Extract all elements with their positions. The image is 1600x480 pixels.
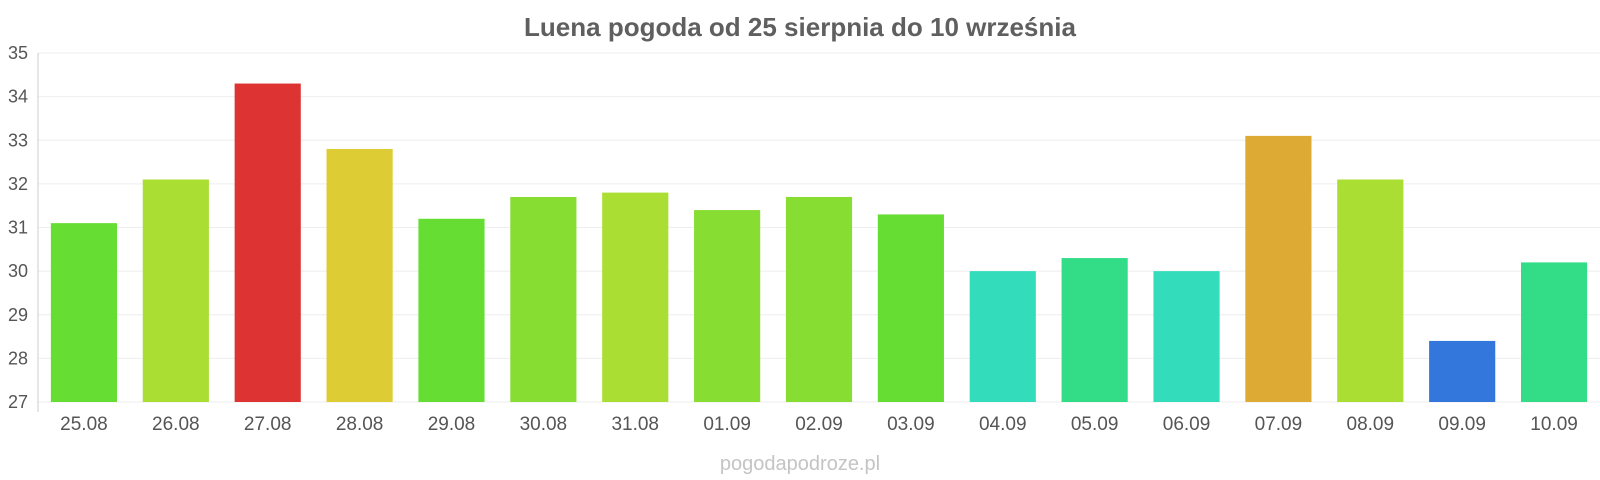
bar-29.08[interactable] — [418, 218, 485, 402]
x-tick-label: 29.08 — [428, 414, 476, 435]
bar-30.08[interactable] — [510, 196, 577, 402]
bar-10.09[interactable] — [1520, 262, 1588, 402]
y-tick-label: 27 — [8, 392, 28, 412]
x-tick-label: 25.08 — [60, 414, 108, 435]
y-tick-label: 32 — [8, 174, 28, 194]
y-tick-label: 33 — [8, 130, 28, 150]
bar-27.08[interactable] — [234, 83, 301, 402]
x-tick-label: 05.09 — [1071, 414, 1119, 435]
y-tick-label: 31 — [8, 218, 28, 238]
y-tick-label: 28 — [8, 348, 28, 368]
x-tick-label: 28.08 — [336, 414, 384, 435]
x-tick-label: 30.08 — [520, 414, 568, 435]
x-tick-label: 27.08 — [244, 414, 292, 435]
x-tick-label: 02.09 — [795, 414, 843, 435]
bar-07.09[interactable] — [1245, 135, 1312, 402]
x-tick-label: 03.09 — [887, 414, 935, 435]
bar-06.09[interactable] — [1153, 271, 1220, 402]
x-tick-label: 07.09 — [1255, 414, 1303, 435]
bar-09.09[interactable] — [1429, 340, 1496, 402]
y-axis-ticks: 27 28 29 30 31 32 33 34 35 — [8, 43, 28, 412]
x-tick-label: 04.09 — [979, 414, 1027, 435]
bar-02.09[interactable] — [785, 196, 853, 402]
bar-26.08[interactable] — [142, 179, 209, 402]
x-tick-label: 26.08 — [152, 414, 200, 435]
y-tick-label: 35 — [8, 43, 28, 63]
y-tick-label: 34 — [8, 87, 28, 107]
chart-title: Luena pogoda od 25 sierpnia do 10 wrześn… — [524, 12, 1076, 42]
x-tick-label: 08.09 — [1347, 414, 1395, 435]
bar-28.08[interactable] — [326, 148, 393, 402]
y-tick-label: 29 — [8, 305, 28, 325]
x-tick-label: 31.08 — [611, 414, 659, 435]
bar-25.08[interactable] — [50, 223, 118, 402]
watermark: pogodapodroze.pl — [720, 453, 880, 475]
bar-03.09[interactable] — [877, 214, 944, 402]
bars — [50, 83, 1588, 402]
x-tick-label: 10.09 — [1530, 414, 1578, 435]
x-tick-label: 09.09 — [1438, 414, 1486, 435]
y-tick-label: 30 — [8, 261, 28, 281]
bar-04.09[interactable] — [969, 271, 1036, 402]
bar-31.08[interactable] — [602, 192, 669, 402]
x-tick-label: 06.09 — [1163, 414, 1211, 435]
x-axis-ticks: 25.08 26.08 27.08 28.08 29.08 30.08 31.08 01.09… — [60, 414, 1578, 435]
bar-01.09[interactable] — [694, 210, 761, 402]
bar-08.09[interactable] — [1337, 179, 1404, 402]
x-tick-label: 01.09 — [703, 414, 751, 435]
bar-05.09[interactable] — [1061, 258, 1128, 402]
